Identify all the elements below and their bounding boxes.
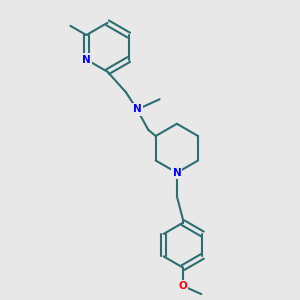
Text: N: N xyxy=(82,55,91,64)
Text: O: O xyxy=(178,281,188,291)
Text: N: N xyxy=(172,168,181,178)
Text: N: N xyxy=(133,104,142,115)
